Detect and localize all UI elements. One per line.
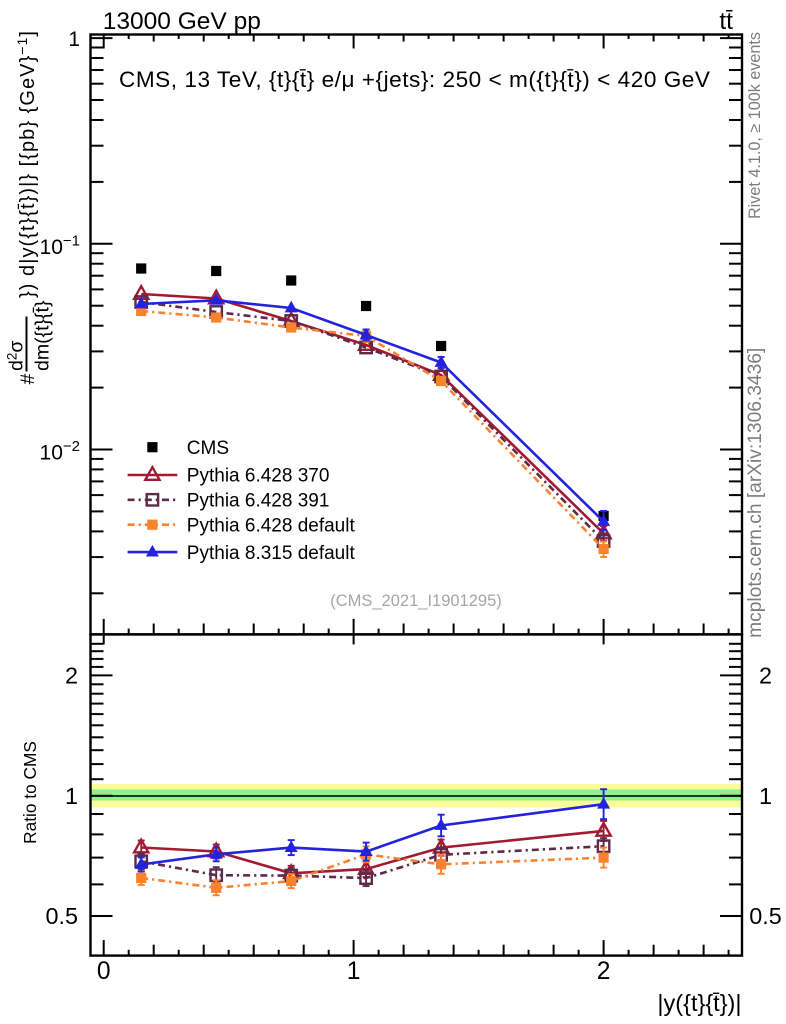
svg-text:2: 2	[65, 663, 78, 689]
svg-text:2: 2	[597, 958, 611, 985]
svg-text:0: 0	[97, 958, 111, 985]
svg-text:Pythia 6.428 default: Pythia 6.428 default	[187, 515, 356, 536]
svg-text:1: 1	[65, 783, 78, 809]
svg-text:Pythia 8.315 default: Pythia 8.315 default	[187, 543, 356, 564]
svg-text:}) d|y({t}{t̄})|} [{pb} {GeV}−: }) d|y({t}{t̄})|} [{pb} {GeV}−1]	[14, 30, 39, 298]
svg-text:#: #	[17, 374, 39, 385]
svg-text:0.5: 0.5	[45, 903, 78, 929]
svg-text:CMS, 13 TeV, {t}{t̄} e/μ +{jet: CMS, 13 TeV, {t}{t̄} e/μ +{jets}: 250 < …	[119, 67, 710, 92]
svg-text:dm({t}{t̄}: dm({t}{t̄}	[31, 300, 53, 371]
svg-text:d2σ: d2σ	[5, 341, 28, 371]
svg-text:Rivet 4.1.0, ≥ 100k events: Rivet 4.1.0, ≥ 100k events	[746, 32, 764, 219]
svg-text:mcplots.cern.ch [arXiv:1306.34: mcplots.cern.ch [arXiv:1306.3436]	[745, 348, 766, 638]
svg-text:1: 1	[759, 783, 772, 809]
svg-text:1: 1	[347, 958, 361, 985]
svg-text:10−1: 10−1	[40, 232, 80, 258]
svg-text:2: 2	[759, 663, 772, 689]
svg-text:Pythia 6.428 391: Pythia 6.428 391	[187, 491, 330, 512]
svg-text:CMS: CMS	[187, 438, 229, 459]
svg-text:(CMS_2021_I1901295): (CMS_2021_I1901295)	[330, 592, 502, 610]
svg-text:13000 GeV pp: 13000 GeV pp	[103, 8, 261, 35]
svg-text:0.5: 0.5	[749, 903, 782, 929]
svg-text:|y({t}{t̄})|: |y({t}{t̄})|	[657, 990, 741, 1016]
svg-text:1: 1	[68, 28, 80, 51]
svg-text:10−2: 10−2	[40, 438, 80, 465]
svg-text:Ratio to CMS: Ratio to CMS	[20, 741, 40, 844]
svg-text:Pythia 6.428 370: Pythia 6.428 370	[187, 466, 330, 487]
svg-text:tt̄: tt̄	[719, 8, 733, 35]
